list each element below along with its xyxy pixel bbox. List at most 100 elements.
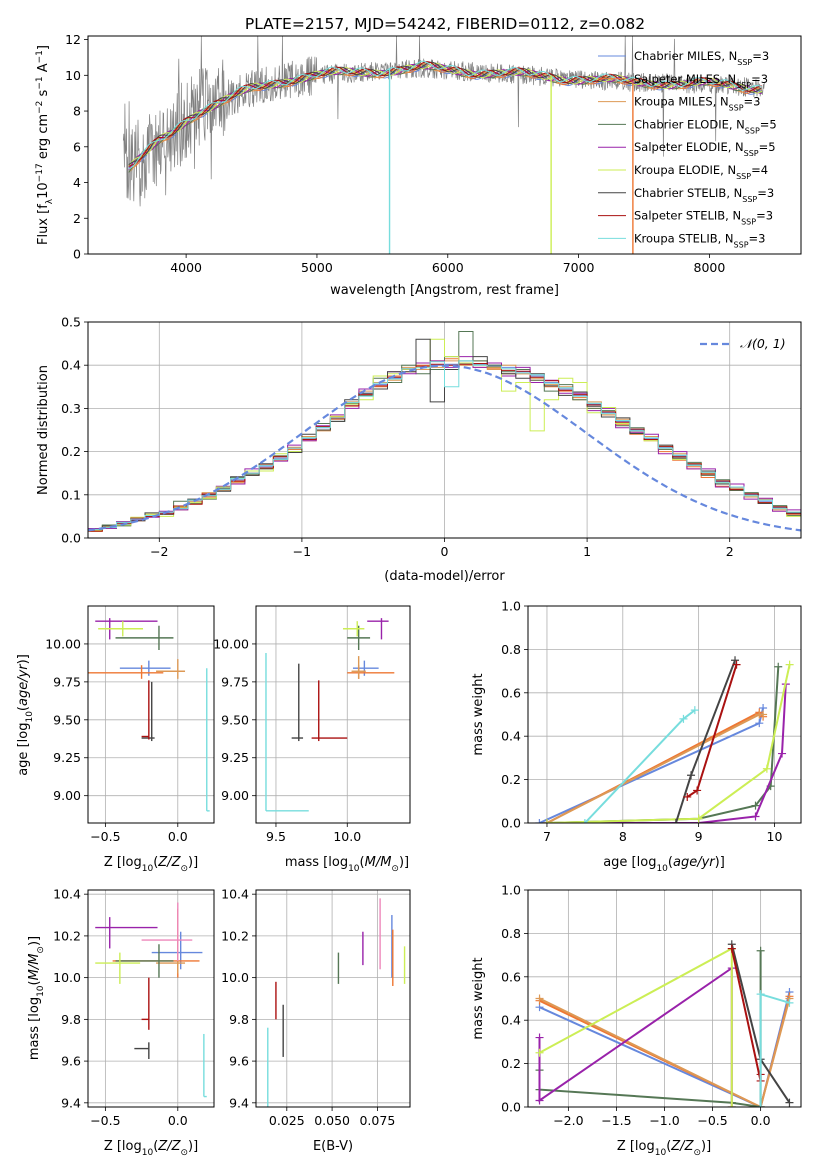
massweight_vs_age-xtick-label: 10: [767, 829, 783, 844]
weight-marker: [756, 1103, 765, 1107]
massweight_vs_age-ytick-label: 0.4: [501, 729, 521, 744]
weight-marker: [756, 946, 765, 955]
weight-marker: [687, 771, 696, 780]
spectrum-ytick-label: 2: [73, 211, 81, 226]
massweight_vs_Z-lines: [535, 940, 794, 1107]
massweight-vs-age-xlabel: age [log10(age/yr)]: [603, 855, 725, 874]
spectrum-model-line: [128, 61, 762, 167]
mass_vs_EBV-xtick-label: 0.050: [314, 1113, 350, 1128]
massweight_vs_age-xtick-label: 8: [619, 829, 627, 844]
legend-label: Chabrier MILES, NSSP=3: [634, 49, 769, 67]
spectrum-ytick-label: 10: [65, 68, 81, 83]
mass_vs_Z-frame: [87, 889, 215, 1108]
residuals-xtick-label: 1: [583, 544, 591, 559]
residuals-ytick-label: 0.3: [61, 401, 81, 416]
legend-label: Kroupa ELODIE, NSSP=4: [634, 163, 768, 181]
residuals-xtick-label: 0: [441, 544, 449, 559]
weight-marker: [751, 801, 760, 810]
age_vs_Z-ytick-label: 9.75: [53, 674, 81, 689]
age_vs_mass-axes: 9.5 10.0 9.00 9.25 9.50 9.75 10.00: [213, 606, 410, 844]
age_vs_Z-ytick-label: 9.25: [53, 750, 81, 765]
massweight-vs-Z-xlabel: Z [log10(Z/Z⊙)]: [617, 1139, 711, 1158]
legend-label: Chabrier ELODIE, NSSP=5: [634, 117, 777, 135]
massweight_vs_Z-xtick-label: −1.0: [649, 1113, 679, 1128]
age_vs_mass-ytick-label: 9.50: [221, 712, 249, 727]
age_vs_mass-points: [265, 618, 395, 812]
weight-marker: [785, 998, 794, 1007]
weight-line: [539, 997, 791, 1107]
age-vs-Z-xlabel: Z [log10(Z/Z⊙)]: [104, 855, 198, 874]
figure-title: PLATE=2157, MJD=54242, FIBERID=0112, z=0…: [245, 15, 645, 33]
age_vs_Z-ytick-label: 9.00: [53, 788, 81, 803]
spectrum-model-line: [128, 63, 762, 171]
massweight_vs_Z-ylabel: mass weight: [471, 957, 486, 1039]
weight-marker: [580, 819, 589, 823]
mass_vs_Z-ytick-label: 9.8: [61, 1012, 81, 1027]
age_vs_Z-points: [88, 618, 210, 812]
age_vs_Z-ytick-label: 9.50: [53, 712, 81, 727]
weight-marker: [542, 819, 551, 823]
legend-label: Chabrier STELIB, NSSP=3: [634, 186, 774, 204]
spectrum-ytick-label: 0: [73, 247, 81, 262]
massweight_vs_Z-ytick-label: 0.6: [501, 969, 521, 984]
mass_vs_EBV-ytick-label: 10.2: [221, 928, 249, 943]
mass_vs_EBV-xtick-label: 0.075: [359, 1113, 395, 1128]
age_vs_mass-frame: [255, 605, 411, 824]
spectrum-axes: 4000 5000 6000 7000 8000 0 2 4 6 8 10 12: [65, 32, 725, 275]
age_vs_mass-xtick-label: 9.5: [266, 829, 286, 844]
age_vs_Z-xtick-label: −0.5: [90, 829, 120, 844]
spectrum-ytick-label: 4: [73, 175, 81, 190]
weight-marker: [535, 819, 544, 823]
mass_vs_EBV-points: [267, 898, 406, 1107]
gaussian-curve: [88, 364, 801, 532]
spectrum-xtick-label: 6000: [432, 260, 464, 275]
residuals-ytick-label: 0.0: [61, 531, 81, 546]
mass-vs-EBV-xlabel: E(B-V): [313, 1139, 353, 1154]
mass_vs_Z-xtick-label: 0.0: [168, 1113, 188, 1128]
spectrum-xtick-label: 5000: [301, 260, 333, 275]
mass_vs_Z-ytick-label: 10.4: [53, 887, 81, 902]
weight-marker: [731, 656, 740, 665]
age-vs-mass-xlabel: mass [log10(M/M⊙)]: [285, 855, 409, 874]
legend-label: Salpeter MILES, NSSP=3: [634, 72, 768, 90]
mass_vs_EBV-ytick-label: 9.8: [229, 1012, 249, 1027]
residual-histogram: [88, 360, 801, 538]
spectrum-xtick-label: 7000: [563, 260, 595, 275]
residuals-xlabel: (data-model)/error: [384, 569, 505, 584]
massweight_vs_Z-ytick-label: 0.4: [501, 1013, 521, 1028]
spectrum-ytick-label: 8: [73, 104, 81, 119]
residuals-ytick-label: 0.2: [61, 444, 81, 459]
spectrum-xtick-label: 8000: [694, 260, 726, 275]
weight-marker: [727, 1103, 736, 1107]
massweight_vs_age-ytick-label: 0.0: [501, 816, 521, 831]
weight-marker: [751, 812, 760, 821]
mass_vs_EBV-ytick-label: 10.4: [221, 887, 249, 902]
mass_vs_EBV-ytick-label: 9.4: [229, 1095, 249, 1110]
age-vs-Z-ylabel: age [log10(age/yr)]: [16, 654, 35, 776]
mass_vs_EBV-axes: 0.025 0.050 0.075 9.4 9.6 9.8 10.0 10.2 10.4: [221, 887, 410, 1128]
massweight_vs_age-ytick-label: 0.6: [501, 685, 521, 700]
massweight_vs_Z-axes: −2.0 −1.5 −1.0 −0.5 0.0 0.0 0.2 0.4 0.6 0.8 1.0: [501, 883, 801, 1128]
weight-marker: [679, 714, 688, 723]
massweight_vs_Z-xtick-label: −2.0: [553, 1113, 583, 1128]
massweight_vs_Z-ytick-label: 0.8: [501, 926, 521, 941]
spectrum-frame: [87, 35, 802, 255]
massweight_vs_age-ytick-label: 1.0: [501, 599, 521, 614]
weight-marker: [785, 1098, 794, 1107]
mass-vs-Z-xlabel: Z [log10(Z/Z⊙)]: [104, 1139, 198, 1158]
massweight_vs_Z-xtick-label: −1.5: [601, 1113, 631, 1128]
massweight_vs_age-ytick-label: 0.8: [501, 642, 521, 657]
mass_vs_EBV-ytick-label: 9.6: [229, 1054, 249, 1069]
weight-marker: [535, 994, 544, 1003]
spectrum-ytick-label: 6: [73, 139, 81, 154]
weight-line: [546, 664, 791, 823]
spectrum-xlabel: wavelength [Angstrom, rest frame]: [330, 283, 559, 298]
mass_vs_Z-ytick-label: 10.2: [53, 928, 81, 943]
mass_vs_Z-xtick-label: −0.5: [90, 1113, 120, 1128]
massweight_vs_Z-frame: [527, 889, 802, 1108]
weight-marker: [683, 792, 692, 801]
weight-marker: [535, 1048, 544, 1057]
weight-marker: [732, 660, 741, 669]
age_vs_mass-xtick-label: 10.0: [333, 829, 361, 844]
